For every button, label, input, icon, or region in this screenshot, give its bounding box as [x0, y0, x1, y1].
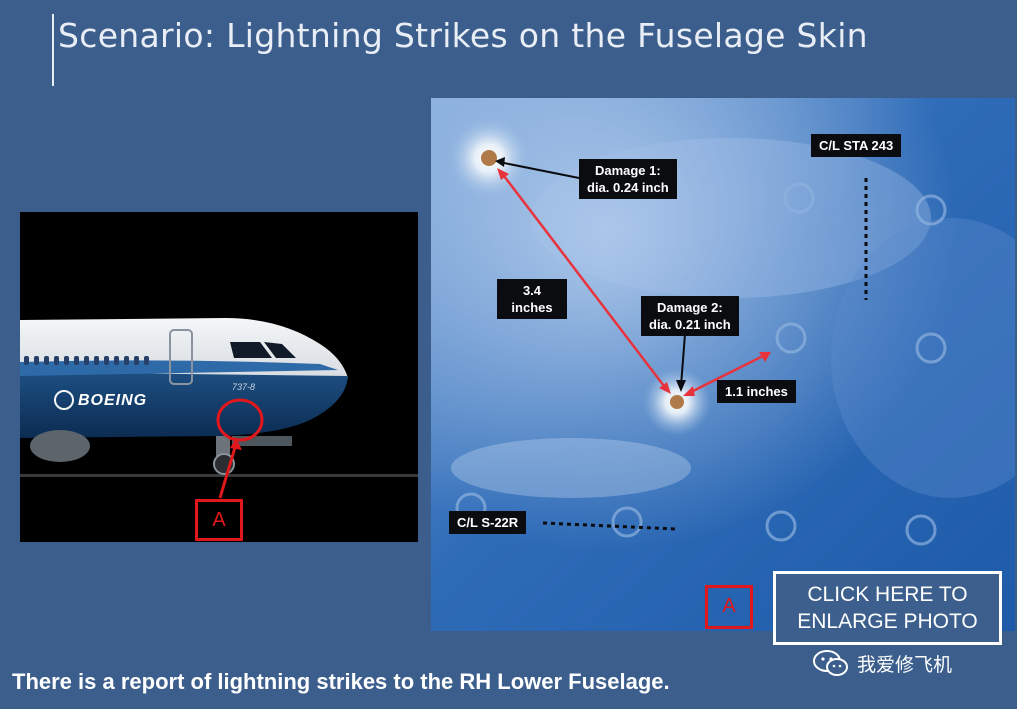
- fuselage-skin-photo[interactable]: Damage 1: dia. 0.24 inch Damage 2: dia. …: [431, 98, 1015, 631]
- title-accent-bar: [52, 14, 54, 86]
- wechat-icon: [813, 650, 848, 676]
- aircraft-illustration: BOEING 737-8: [20, 212, 418, 542]
- report-text: There is a report of lightning strikes t…: [12, 669, 670, 694]
- pointer-arrow: [218, 443, 238, 499]
- enlarge-button-line2: ENLARGE PHOTO: [797, 610, 978, 633]
- enlarge-button-line1: CLICK HERE TO: [807, 583, 968, 606]
- skin-illustration: [431, 98, 1015, 631]
- damage-1-label: Damage 1: dia. 0.24 inch: [579, 159, 677, 199]
- slide-title: Scenario: Lightning Strikes on the Fusel…: [58, 16, 868, 55]
- station-label: C/L STA 243: [811, 134, 902, 157]
- stringer-label: C/L S-22R: [449, 511, 527, 534]
- distance-edge-label: 1.1 inches: [717, 380, 796, 403]
- distance-arrow-damages: [500, 171, 668, 391]
- enlarge-photo-button[interactable]: CLICK HERE TO ENLARGE PHOTO: [773, 571, 1002, 645]
- damage-area-circle: [216, 398, 264, 442]
- model-text: 737-8: [232, 382, 255, 392]
- watermark-text: 我爱修飞机: [857, 653, 953, 676]
- watermark: 我爱修飞机: [813, 648, 952, 678]
- marker-a-skin: A: [705, 585, 753, 629]
- marker-a-aircraft: A: [195, 499, 243, 541]
- distance-arrow-edge: [686, 352, 768, 396]
- aircraft-photo: BOEING 737-8: [20, 212, 418, 542]
- damage-2-label: Damage 2: dia. 0.21 inch: [641, 296, 739, 336]
- distance-between-label: 3.4 inches: [497, 279, 567, 319]
- livery-text: BOEING: [78, 392, 147, 409]
